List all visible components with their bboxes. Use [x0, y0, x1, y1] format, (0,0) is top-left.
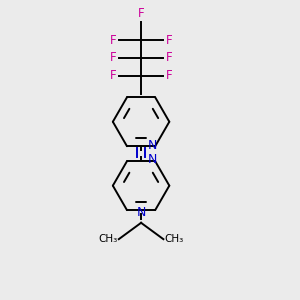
Text: F: F: [166, 34, 172, 46]
Text: N: N: [148, 153, 157, 166]
Text: CH₃: CH₃: [98, 234, 117, 244]
Text: F: F: [110, 51, 116, 64]
Text: F: F: [166, 69, 172, 82]
Text: N: N: [148, 139, 157, 152]
Text: N: N: [136, 206, 146, 219]
Text: F: F: [166, 51, 172, 64]
Text: F: F: [110, 34, 116, 46]
Text: F: F: [110, 69, 116, 82]
Text: CH₃: CH₃: [165, 234, 184, 244]
Text: F: F: [138, 8, 144, 20]
